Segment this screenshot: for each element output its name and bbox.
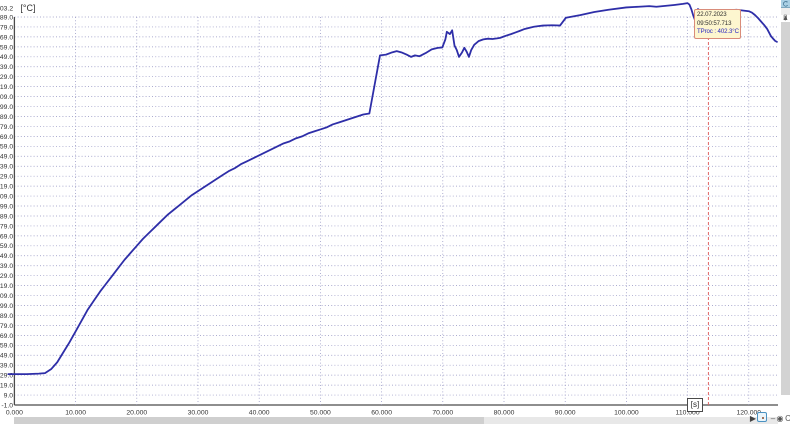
svg-text:90.000: 90.000 xyxy=(555,410,576,417)
svg-text:379.0: 379.0 xyxy=(0,24,13,31)
svg-text:169.0: 169.0 xyxy=(0,233,13,240)
svg-text:403.2: 403.2 xyxy=(0,6,13,13)
svg-text:369.0: 369.0 xyxy=(0,34,13,41)
svg-text:89.0: 89.0 xyxy=(0,313,13,320)
svg-text:19.0: 19.0 xyxy=(0,383,13,390)
svg-text:20.000: 20.000 xyxy=(126,410,147,417)
svg-text:159.0: 159.0 xyxy=(0,243,13,250)
svg-text:259.0: 259.0 xyxy=(0,144,13,151)
svg-text:30.000: 30.000 xyxy=(188,410,209,417)
svg-text:50.000: 50.000 xyxy=(310,410,331,417)
svg-text:269.0: 269.0 xyxy=(0,134,13,141)
svg-text:100.000: 100.000 xyxy=(614,410,639,417)
svg-text:339.0: 339.0 xyxy=(0,64,13,71)
svg-text:49.0: 49.0 xyxy=(0,353,13,360)
svg-text:0.000: 0.000 xyxy=(6,410,23,417)
svg-text:59.0: 59.0 xyxy=(0,343,13,350)
svg-text:149.0: 149.0 xyxy=(0,253,13,260)
svg-text:69.0: 69.0 xyxy=(0,333,13,340)
svg-text:209.0: 209.0 xyxy=(0,193,13,200)
svg-text:299.0: 299.0 xyxy=(0,104,13,111)
svg-text:40.000: 40.000 xyxy=(249,410,270,417)
svg-text:219.0: 219.0 xyxy=(0,184,13,191)
svg-text:249.0: 249.0 xyxy=(0,154,13,161)
svg-text:279.0: 279.0 xyxy=(0,124,13,131)
svg-text:329.0: 329.0 xyxy=(0,74,13,81)
svg-text:229.0: 229.0 xyxy=(0,174,13,181)
svg-text:359.0: 359.0 xyxy=(0,44,13,51)
svg-text:99.0: 99.0 xyxy=(0,303,13,310)
svg-text:289.0: 289.0 xyxy=(0,114,13,121)
svg-text:129.0: 129.0 xyxy=(0,273,13,280)
svg-text:309.0: 309.0 xyxy=(0,94,13,101)
svg-text:79.0: 79.0 xyxy=(0,323,13,330)
svg-text:119.0: 119.0 xyxy=(0,283,13,290)
svg-text:239.0: 239.0 xyxy=(0,164,13,171)
svg-text:109.0: 109.0 xyxy=(0,293,13,300)
svg-text:80.000: 80.000 xyxy=(494,410,515,417)
svg-text:39.0: 39.0 xyxy=(0,363,13,370)
svg-text:60.000: 60.000 xyxy=(371,410,392,417)
svg-text:389.0: 389.0 xyxy=(0,14,13,21)
svg-text:179.0: 179.0 xyxy=(0,223,13,230)
svg-text:189.0: 189.0 xyxy=(0,213,13,220)
svg-text:9.0: 9.0 xyxy=(4,392,14,399)
svg-text:199.0: 199.0 xyxy=(0,203,13,210)
svg-text:-1.0: -1.0 xyxy=(1,402,13,409)
svg-text:10.000: 10.000 xyxy=(65,410,86,417)
svg-text:70.000: 70.000 xyxy=(432,410,453,417)
svg-text:[°C]: [°C] xyxy=(20,3,35,13)
svg-text:139.0: 139.0 xyxy=(0,263,13,270)
svg-text:349.0: 349.0 xyxy=(0,54,13,61)
svg-text:319.0: 319.0 xyxy=(0,84,13,91)
